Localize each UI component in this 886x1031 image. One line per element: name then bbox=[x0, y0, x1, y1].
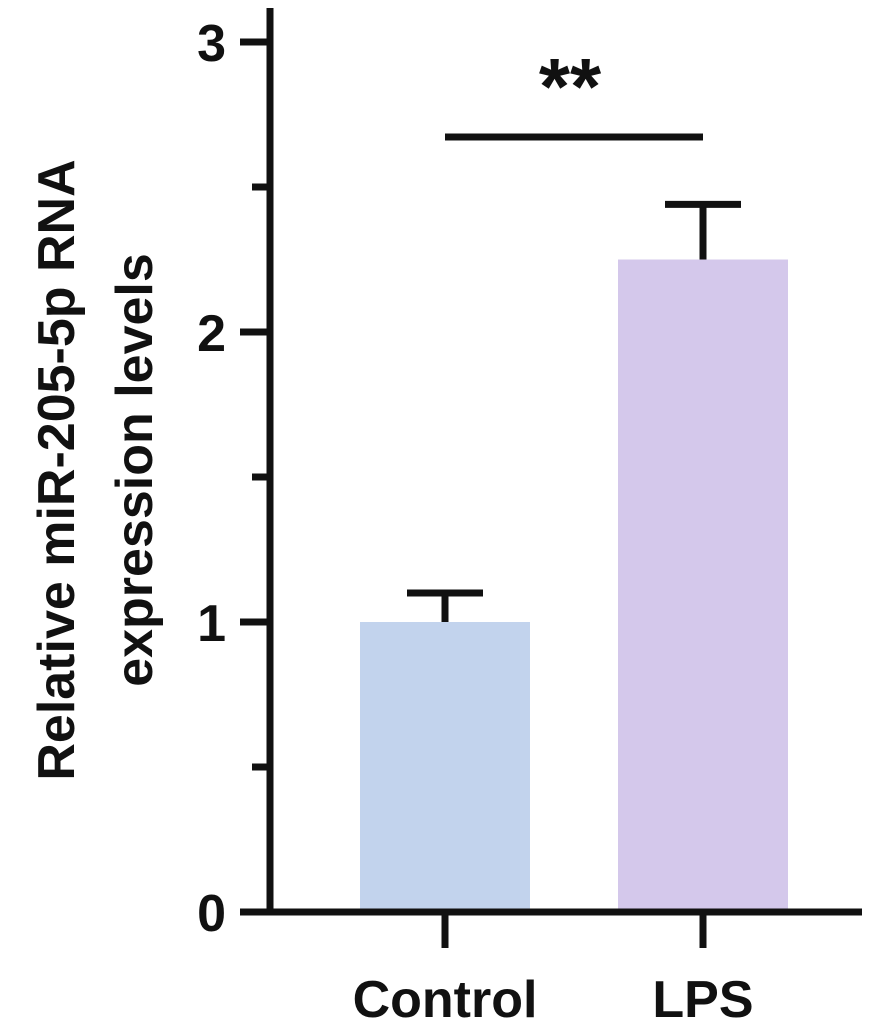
bar-control bbox=[360, 622, 530, 912]
y-tick-label: 0 bbox=[197, 885, 226, 943]
y-tick-label: 2 bbox=[197, 305, 226, 363]
x-tick-label-control: Control bbox=[353, 971, 538, 1029]
y-axis-title: Relative miR-205-5p RNA expression level… bbox=[28, 159, 164, 780]
plot-area: 0 1 2 3 Control LPS ** bbox=[197, 8, 862, 1029]
y-axis-title-line-2: expression levels bbox=[106, 253, 164, 687]
y-tick-label: 3 bbox=[197, 15, 226, 73]
bar-lps bbox=[618, 259, 788, 912]
y-axis-title-line-1: Relative miR-205-5p RNA bbox=[28, 159, 86, 780]
significance-label: ** bbox=[539, 42, 602, 131]
x-tick-label-lps: LPS bbox=[652, 971, 753, 1029]
y-tick-label: 1 bbox=[197, 595, 226, 653]
